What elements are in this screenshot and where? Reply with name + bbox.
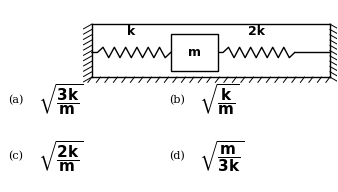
Text: (a): (a) [8,95,23,105]
Text: 2k: 2k [248,25,265,38]
Text: $\sqrt{\dfrac{\mathbf{3k}}{\mathbf{m}}}$: $\sqrt{\dfrac{\mathbf{3k}}{\mathbf{m}}}$ [38,83,84,117]
Text: $\sqrt{\dfrac{\mathbf{m}}{\mathbf{3k}}}$: $\sqrt{\dfrac{\mathbf{m}}{\mathbf{3k}}}$ [199,139,245,174]
Text: $\sqrt{\dfrac{\mathbf{2k}}{\mathbf{m}}}$: $\sqrt{\dfrac{\mathbf{2k}}{\mathbf{m}}}$ [38,139,84,174]
Text: m: m [188,46,201,59]
Text: (c): (c) [8,151,23,162]
Text: k: k [127,25,136,38]
Bar [171,34,218,71]
Text: (d): (d) [169,151,185,162]
Text: (b): (b) [169,95,185,105]
Text: $\sqrt{\dfrac{\mathbf{k}}{\mathbf{m}}}$: $\sqrt{\dfrac{\mathbf{k}}{\mathbf{m}}}$ [199,83,240,117]
